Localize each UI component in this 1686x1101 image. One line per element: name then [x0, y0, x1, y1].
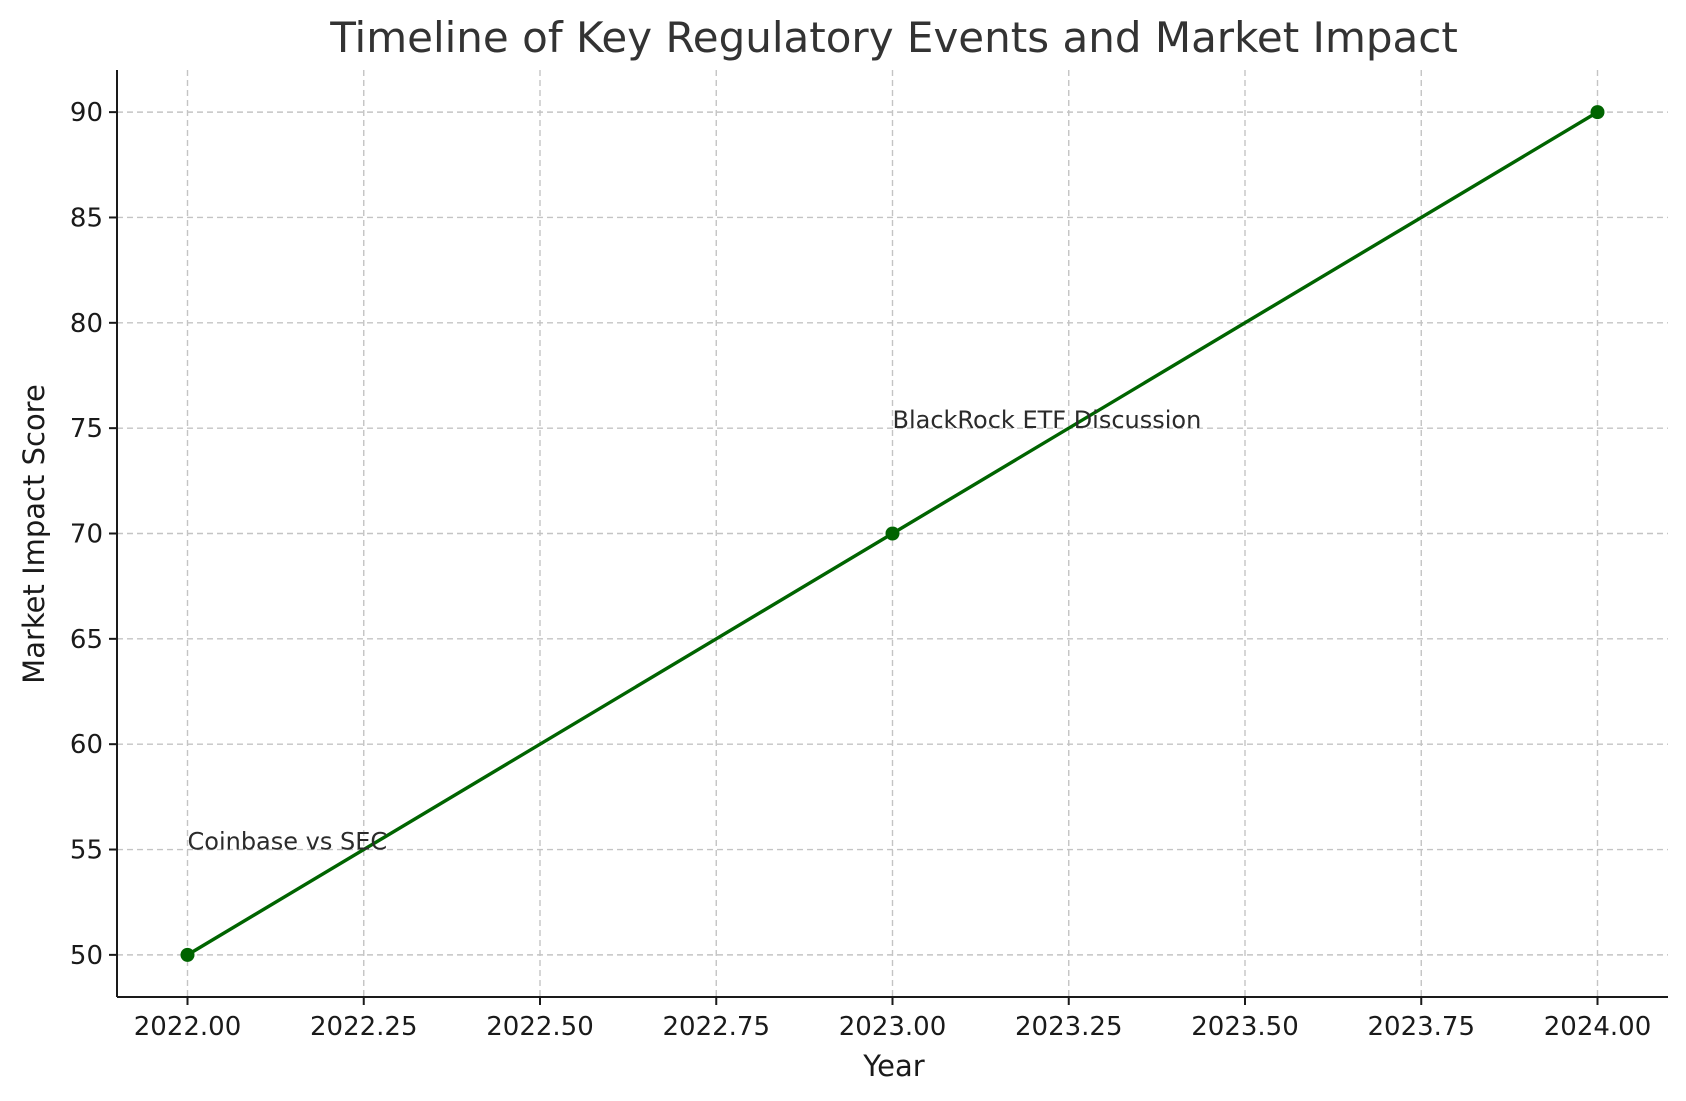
- y-axis-label: Market Impact Score: [17, 384, 51, 684]
- annotation-1: BlackRock ETF Discussion: [893, 406, 1202, 434]
- series: [180, 105, 1605, 962]
- grid: [117, 70, 1668, 997]
- x-tick-label-3: 2022.75: [662, 1012, 770, 1042]
- y-tick-label-6: 80: [70, 309, 103, 339]
- y-tick-label-7: 85: [70, 203, 103, 233]
- y-tick-label-5: 75: [70, 414, 103, 444]
- x-tick-label-6: 2023.50: [1191, 1012, 1299, 1042]
- y-tick-label-1: 55: [70, 836, 103, 866]
- data-point-0-1: [885, 526, 900, 541]
- data-point-0-0: [180, 947, 195, 962]
- y-tick-label-4: 70: [70, 520, 103, 550]
- x-tick-label-2: 2022.50: [486, 1012, 594, 1042]
- x-tick-label-1: 2022.25: [310, 1012, 418, 1042]
- x-tick-label-4: 2023.00: [839, 1012, 947, 1042]
- x-axis-label: Year: [862, 1049, 924, 1083]
- chart-title: Timeline of Key Regulatory Events and Ma…: [329, 13, 1458, 62]
- y-tick-label-2: 60: [70, 730, 103, 760]
- y-tick-label-3: 65: [70, 625, 103, 655]
- annotation-0: Coinbase vs SEC: [188, 828, 388, 856]
- x-tick-label-7: 2023.75: [1367, 1012, 1475, 1042]
- x-tick-label-0: 2022.00: [134, 1012, 242, 1042]
- annotations: Coinbase vs SEC BlackRock ETF Discussion: [188, 406, 1202, 855]
- axes: 2022.00 2022.25 2022.50 2022.75 2023.00 2023.…: [70, 70, 1668, 1042]
- x-tick-label-5: 2023.25: [1015, 1012, 1123, 1042]
- y-tick-label-8: 90: [70, 98, 103, 128]
- y-tick-label-0: 50: [70, 941, 103, 971]
- data-point-0-2: [1590, 105, 1605, 120]
- x-tick-label-8: 2024.00: [1544, 1012, 1652, 1042]
